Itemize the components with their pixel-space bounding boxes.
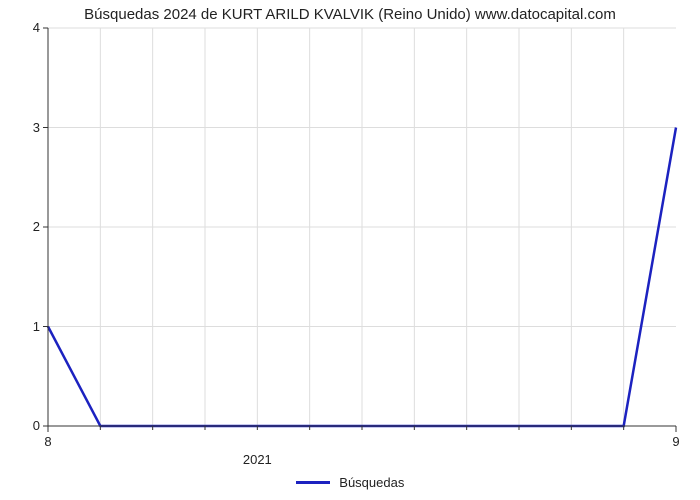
x-tick-label: 9 xyxy=(672,434,679,449)
legend-text: Búsquedas xyxy=(339,475,404,490)
x-center-label: 2021 xyxy=(243,452,272,467)
chart-svg xyxy=(48,28,676,426)
y-tick-label: 1 xyxy=(20,319,40,334)
chart-title: Búsquedas 2024 de KURT ARILD KVALVIK (Re… xyxy=(0,6,700,23)
chart-container: Búsquedas 2024 de KURT ARILD KVALVIK (Re… xyxy=(0,0,700,500)
y-tick-label: 2 xyxy=(20,219,40,234)
y-tick-label: 3 xyxy=(20,120,40,135)
legend-swatch xyxy=(296,481,330,484)
y-tick-label: 0 xyxy=(20,418,40,433)
legend: Búsquedas xyxy=(0,474,700,490)
x-tick-label: 8 xyxy=(44,434,51,449)
plot-area xyxy=(48,28,676,426)
y-tick-label: 4 xyxy=(20,20,40,35)
